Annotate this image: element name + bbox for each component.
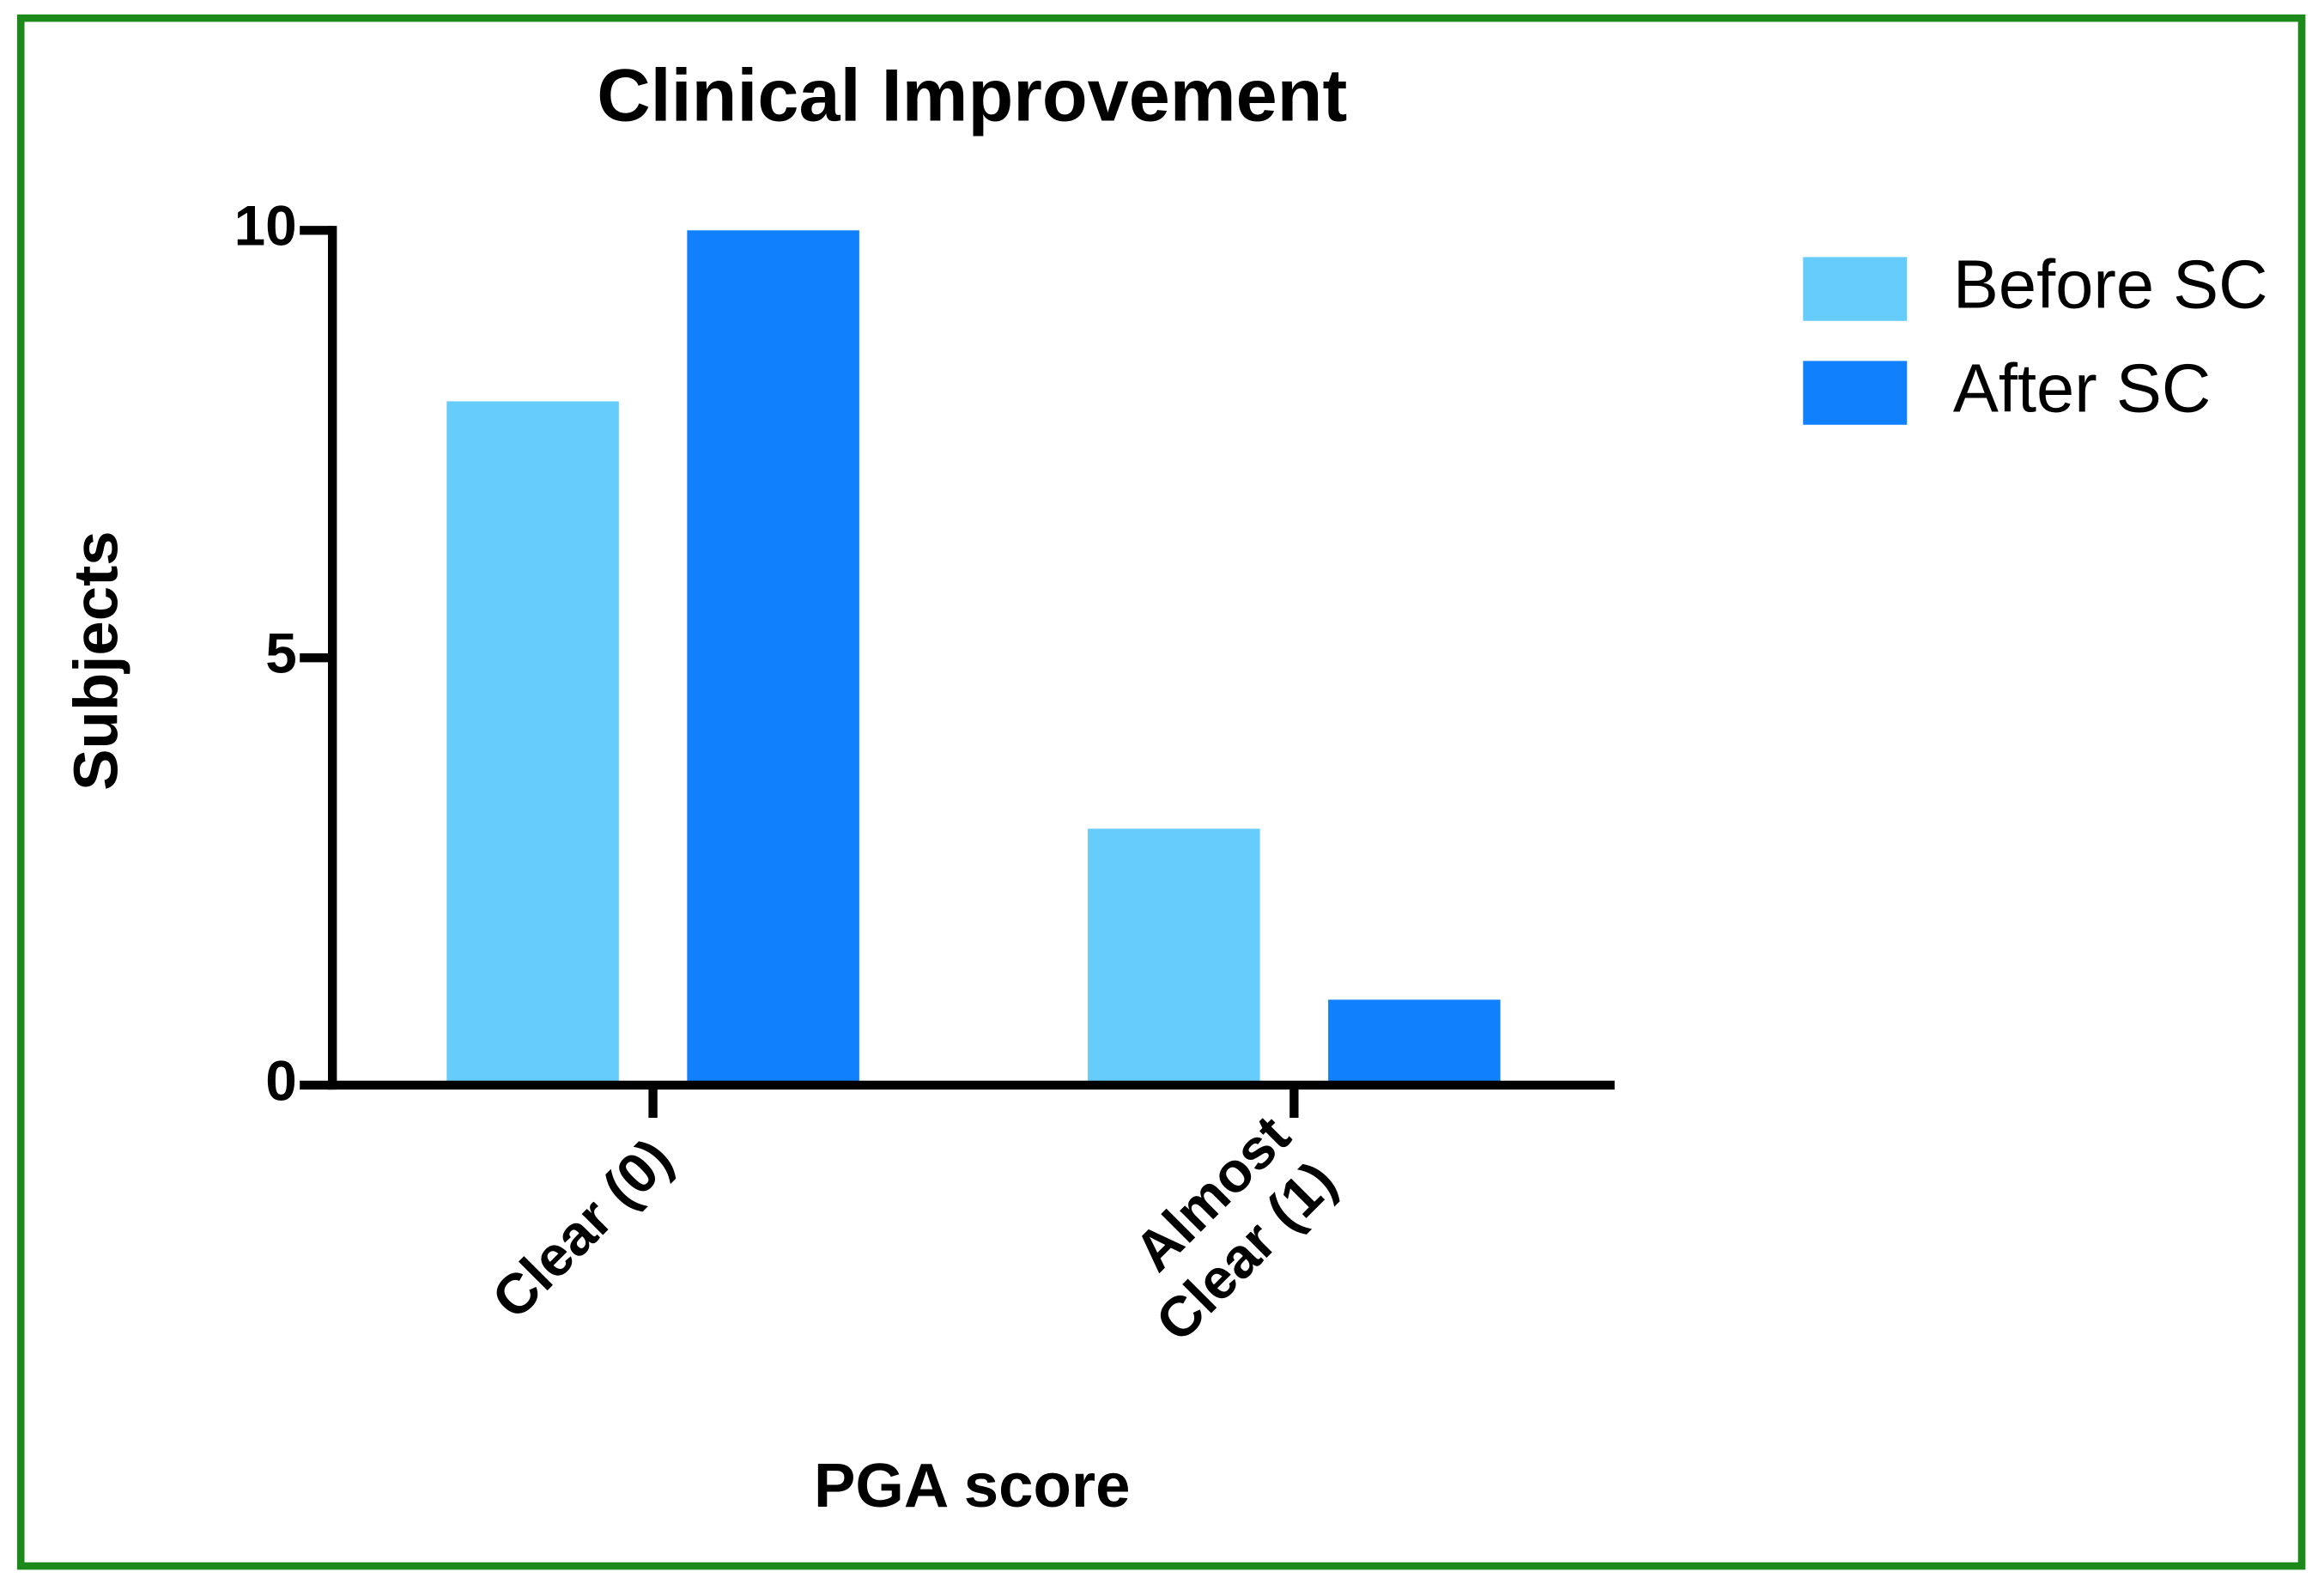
chart-title: Clinical Improvement — [597, 55, 1347, 137]
x-axis-label: PGA score — [814, 1451, 1131, 1520]
bar — [687, 230, 859, 1085]
legend-label: After SC — [1953, 349, 2211, 426]
legend-swatch — [1803, 361, 1908, 425]
y-axis-label: Subjects — [62, 531, 131, 791]
y-tick-label: 10 — [234, 195, 297, 258]
y-tick-label: 0 — [265, 1049, 297, 1112]
y-tick-label: 5 — [265, 622, 297, 684]
legend-swatch — [1803, 257, 1908, 321]
frame — [16, 14, 2306, 1570]
bar — [1088, 828, 1260, 1085]
bar — [446, 401, 619, 1085]
bar — [1328, 999, 1501, 1085]
legend-label: Before SC — [1953, 246, 2268, 322]
